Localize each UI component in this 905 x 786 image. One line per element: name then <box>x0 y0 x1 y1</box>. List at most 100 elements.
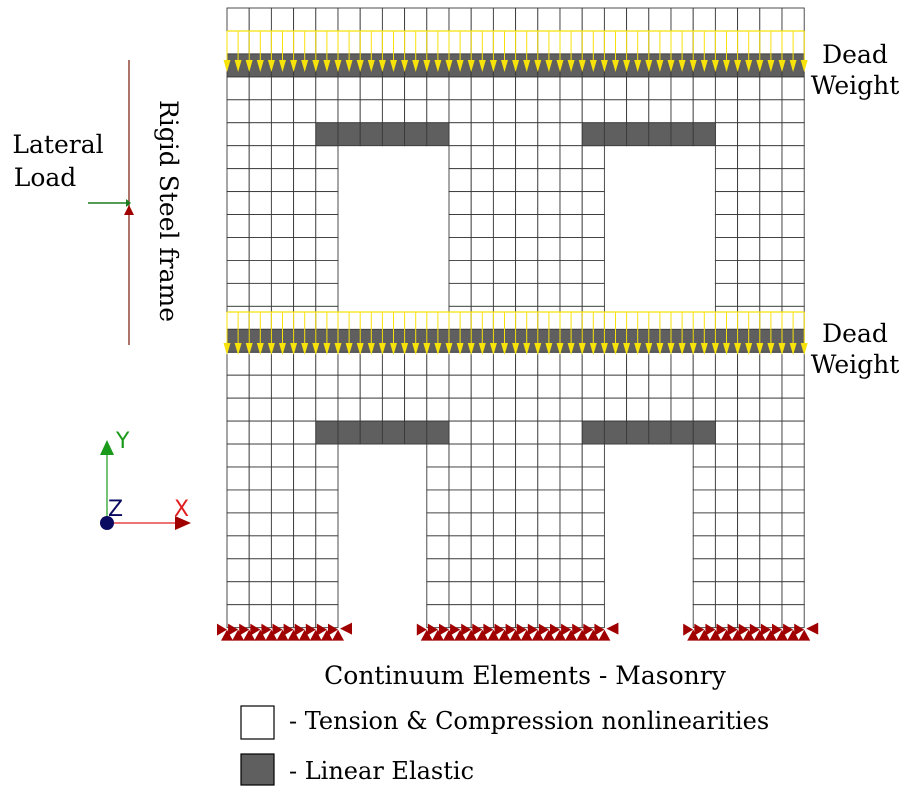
mesh-element <box>293 558 317 583</box>
support-triangle <box>443 629 455 641</box>
mesh-element <box>648 76 672 101</box>
mesh-element <box>515 122 539 147</box>
mesh-element <box>737 443 761 468</box>
load-arrow-head <box>767 343 775 355</box>
mesh-element <box>714 214 739 238</box>
mesh-element <box>581 351 605 376</box>
mesh-element <box>492 282 517 307</box>
mesh-element <box>337 374 361 399</box>
mesh-element <box>315 99 339 124</box>
support-side-triangle <box>472 623 483 636</box>
mesh-element <box>448 76 472 101</box>
mesh-element <box>226 466 250 491</box>
mesh-element <box>270 260 295 284</box>
mesh-element <box>603 374 628 399</box>
mesh-element <box>448 214 472 238</box>
mesh-element <box>581 558 605 583</box>
mesh-element <box>515 99 539 124</box>
mesh-element <box>426 76 450 101</box>
mesh-element <box>670 374 694 399</box>
mesh-element <box>381 374 406 399</box>
support-side-triangle <box>527 623 538 636</box>
mesh-element <box>714 420 739 445</box>
mesh-element <box>248 466 272 491</box>
mesh-element <box>714 397 739 422</box>
support-triangle <box>221 629 233 641</box>
mesh-element <box>270 558 295 583</box>
load-arrow-head <box>512 60 520 72</box>
mesh-element <box>426 604 450 629</box>
elastic-element <box>626 420 650 445</box>
mesh-element <box>626 7 650 32</box>
support-side-triangle <box>760 623 771 636</box>
mesh-element <box>759 466 783 491</box>
mesh-element <box>559 374 583 399</box>
mesh-element <box>692 351 716 376</box>
mesh-element <box>515 76 539 101</box>
mesh-element <box>426 558 450 583</box>
support-triangle <box>565 629 578 641</box>
mesh-element <box>337 7 361 32</box>
mesh-element <box>759 420 783 445</box>
load-arrow-head <box>689 60 697 72</box>
mesh-element <box>537 443 561 468</box>
lateral-load-label-line1: Lateral <box>12 130 103 159</box>
load-arrow-head <box>223 60 231 72</box>
mesh-element <box>293 397 317 422</box>
mesh-element <box>692 512 716 537</box>
mesh-element <box>781 168 805 193</box>
support-end-triangle <box>340 622 352 635</box>
elastic-element <box>581 122 605 147</box>
mesh-element <box>737 145 761 170</box>
mesh-element <box>426 535 450 560</box>
mesh-element <box>603 351 628 376</box>
mesh-element <box>759 145 783 170</box>
mesh-element <box>581 168 605 193</box>
mesh-element <box>293 489 317 514</box>
lateral-load-label-line2: Load <box>14 163 77 192</box>
mesh-element <box>470 581 494 606</box>
mesh-element <box>781 260 805 284</box>
mesh-element <box>515 260 539 284</box>
elastic-element <box>648 420 672 445</box>
load-arrow-head <box>301 343 309 355</box>
legend-nonlinear-label: - Tension & Compression nonlinearities <box>289 707 769 735</box>
mesh-element <box>737 191 761 216</box>
mesh-element <box>581 466 605 491</box>
mesh-element <box>692 374 716 399</box>
mesh-element <box>293 260 317 284</box>
load-arrow-head <box>279 343 286 355</box>
mesh-element <box>537 466 561 491</box>
load-arrow-head <box>489 60 497 72</box>
mesh-element <box>226 397 250 422</box>
legend-elastic-label: - Linear Elastic <box>289 757 474 785</box>
support-side-triangle <box>283 623 294 636</box>
support-triangle <box>554 629 566 641</box>
mesh-element <box>781 512 805 537</box>
mesh-element <box>448 581 472 606</box>
support-side-triangle <box>505 623 516 636</box>
mesh-element <box>315 260 339 284</box>
mesh-element <box>648 351 672 376</box>
load-arrow-head <box>667 60 675 72</box>
mesh-element <box>226 76 250 101</box>
mesh-element <box>781 76 805 101</box>
mesh-element <box>515 535 539 560</box>
mesh-element <box>781 397 805 422</box>
support-triangle <box>798 629 811 641</box>
mesh-element <box>293 99 317 124</box>
mesh-element <box>492 466 517 491</box>
support-side-triangle <box>705 623 716 636</box>
load-arrow-head <box>534 60 542 72</box>
mesh-element <box>692 489 716 514</box>
support-triangle <box>298 629 311 641</box>
mesh-element <box>470 604 494 629</box>
load-arrow-head <box>312 343 320 355</box>
mesh-element <box>270 397 295 422</box>
support-triangle <box>576 629 589 641</box>
mesh-element <box>270 489 295 514</box>
legend-title: Continuum Elements - Masonry <box>324 661 727 690</box>
mesh-element <box>581 76 605 101</box>
mesh-element <box>293 374 317 399</box>
mesh-element <box>248 282 272 307</box>
